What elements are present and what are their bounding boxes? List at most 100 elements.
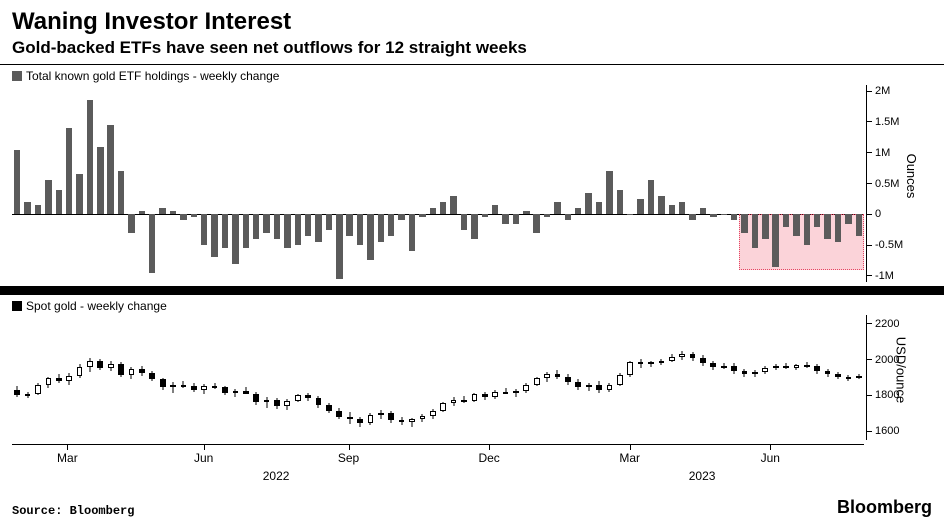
etf-plot-area [12,85,864,282]
spot-candle [669,315,675,440]
spot-candle [742,315,748,440]
spot-candle [472,315,478,440]
etf-bar [471,214,477,239]
etf-bar [824,214,830,239]
etf-bar [222,214,228,248]
spot-candle [544,315,550,440]
spot-candle [773,315,779,440]
xtick-label: Mar [57,451,78,465]
etf-bar [523,211,529,214]
etf-bar [388,214,394,236]
etf-bar [804,214,810,245]
spot-candle [191,315,197,440]
etf-y-axis: 2M1.5M1M0.5M0-0.5M-1M [866,85,900,282]
etf-bar [170,211,176,214]
spot-candle [607,315,613,440]
etf-legend: Total known gold ETF holdings - weekly c… [12,69,279,83]
etf-bar [835,214,841,242]
spot-candle [534,315,540,440]
etf-bar [326,214,332,229]
spot-candle [56,315,62,440]
etf-bar [232,214,238,263]
spot-candle [690,315,696,440]
spot-candle [825,315,831,440]
bloomberg-brand: Bloomberg [837,497,932,518]
spot-candle [420,315,426,440]
spot-candle [721,315,727,440]
ytick-label: 1M [872,147,890,159]
etf-bar [367,214,373,260]
etf-bar [606,171,612,214]
spot-candle [14,315,20,440]
etf-bar [596,202,602,214]
etf-bar [295,214,301,245]
spot-candle [305,315,311,440]
etf-bar [679,202,685,214]
etf-bar [274,214,280,239]
etf-bar [336,214,342,279]
spot-candle [118,315,124,440]
spot-candle [264,315,270,440]
xtick-label: Sep [338,451,359,465]
etf-bar [346,214,352,236]
etf-bar [783,214,789,226]
ytick-label: 0 [872,208,881,220]
etf-bar [97,147,103,215]
spot-candle [503,315,509,440]
etf-bar [752,214,758,248]
ytick-label: 1600 [872,425,899,437]
spot-legend-label: Spot gold - weekly change [26,299,167,313]
spot-candle [731,315,737,440]
spot-candle [243,315,249,440]
spot-candle [679,315,685,440]
spot-candle [659,315,665,440]
etf-bar [409,214,415,251]
etf-bar [772,214,778,266]
spot-candle [835,315,841,440]
spot-candle [752,315,758,440]
etf-bar [575,208,581,214]
etf-bar [856,214,862,236]
etf-bar [263,214,269,232]
spot-candle [804,315,810,440]
x-axis: MarJunSepDecMarJun20222023 [12,444,864,490]
spot-candle [710,315,716,440]
etf-bar [253,214,259,239]
etf-bar [357,214,363,245]
etf-bar [502,214,508,223]
etf-bar [741,214,747,232]
etf-bar [721,214,727,215]
spot-candle [181,315,187,440]
bar-swatch-icon [12,71,22,81]
etf-bar [201,214,207,245]
etf-bar [139,211,145,214]
etf-bar [24,202,30,214]
spot-candle [25,315,31,440]
spot-candle [295,315,301,440]
spot-candle [66,315,72,440]
ytick-label: -0.5M [872,239,903,251]
spot-candle [482,315,488,440]
spot-candle [513,315,519,440]
etf-bar [513,214,519,223]
spot-candle [378,315,384,440]
spot-y-title: USD/ounce [893,336,908,402]
ytick-label: 2200 [872,318,899,330]
xyear-label: 2022 [263,469,290,483]
spot-candle [170,315,176,440]
spot-candle [129,315,135,440]
xtick-label: Mar [619,451,640,465]
etf-bar [689,214,695,220]
etf-bar [845,214,851,223]
etf-bar [419,214,425,217]
etf-bar [617,190,623,215]
spot-candle [461,315,467,440]
spot-candle [139,315,145,440]
etf-holdings-panel: Total known gold ETF holdings - weekly c… [0,64,944,286]
etf-bar [180,214,186,220]
xtick-label: Jun [194,451,213,465]
spot-candle [160,315,166,440]
spot-candle [627,315,633,440]
spot-candle [388,315,394,440]
spot-candle [357,315,363,440]
